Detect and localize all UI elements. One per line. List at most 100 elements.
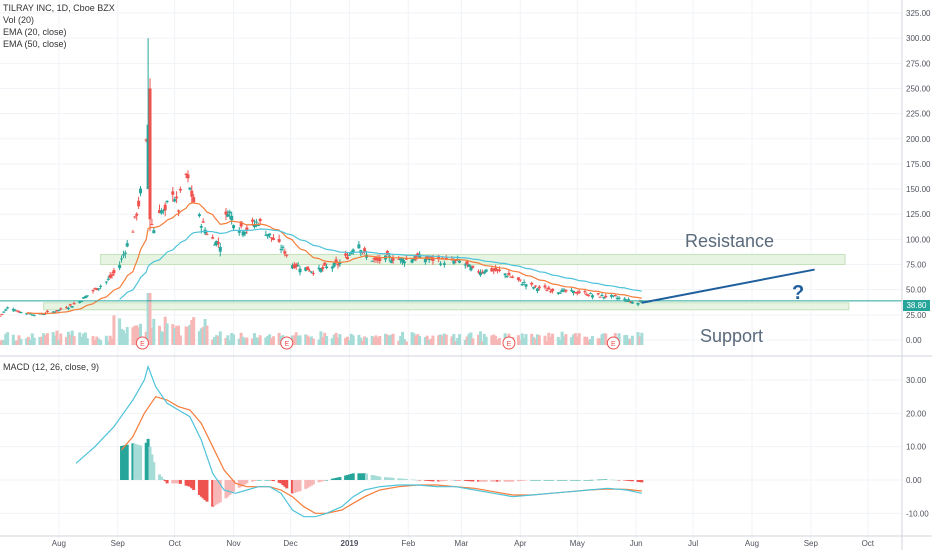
- candle-body[interactable]: [585, 294, 589, 296]
- candle-body[interactable]: [230, 215, 234, 221]
- candle-body[interactable]: [484, 269, 488, 272]
- candle-body[interactable]: [28, 313, 32, 315]
- candle-body[interactable]: [108, 274, 112, 278]
- candle-body[interactable]: [562, 289, 566, 291]
- candle-body[interactable]: [330, 266, 334, 269]
- candle-body[interactable]: [494, 267, 498, 272]
- candle-body[interactable]: [458, 260, 462, 263]
- candle-body[interactable]: [522, 282, 526, 284]
- candle-body[interactable]: [266, 234, 270, 237]
- candle-body[interactable]: [465, 261, 469, 265]
- candle-body[interactable]: [437, 255, 441, 260]
- candle-body[interactable]: [279, 248, 283, 250]
- candle-body[interactable]: [319, 268, 323, 272]
- candle-body[interactable]: [454, 259, 458, 261]
- candle-body[interactable]: [190, 190, 194, 197]
- candle-body[interactable]: [575, 292, 579, 294]
- candle-body[interactable]: [70, 306, 74, 308]
- candle-body[interactable]: [309, 271, 313, 273]
- candle-body[interactable]: [294, 263, 298, 268]
- candle-body[interactable]: [243, 231, 247, 234]
- candle-body[interactable]: [175, 196, 179, 199]
- candle-body[interactable]: [177, 210, 181, 212]
- candle-body[interactable]: [2, 311, 6, 313]
- candle-body[interactable]: [104, 281, 108, 283]
- candle-body[interactable]: [532, 287, 536, 289]
- candle-body[interactable]: [163, 204, 167, 211]
- candle-body[interactable]: [64, 307, 68, 309]
- candle-body[interactable]: [325, 266, 329, 269]
- candle-body[interactable]: [334, 259, 338, 264]
- candle-body[interactable]: [452, 261, 456, 264]
- candle-body[interactable]: [51, 311, 55, 313]
- candle-body[interactable]: [232, 225, 236, 229]
- candle-body[interactable]: [281, 246, 285, 248]
- candle-body[interactable]: [389, 260, 393, 263]
- candle-body[interactable]: [497, 269, 501, 272]
- candles[interactable]: [0, 38, 644, 317]
- candle-body[interactable]: [171, 191, 175, 195]
- candle-body[interactable]: [627, 299, 631, 301]
- candle-body[interactable]: [630, 302, 634, 304]
- candle-body[interactable]: [152, 230, 156, 234]
- candle-body[interactable]: [378, 258, 382, 262]
- candle-body[interactable]: [285, 254, 289, 256]
- candle-body[interactable]: [530, 282, 534, 285]
- candle-body[interactable]: [556, 292, 560, 294]
- candle-body[interactable]: [351, 249, 355, 253]
- candle-body[interactable]: [205, 233, 209, 235]
- candle-body[interactable]: [509, 276, 513, 278]
- candle-body[interactable]: [604, 295, 608, 298]
- candle-body[interactable]: [596, 293, 600, 295]
- candle-body[interactable]: [224, 211, 228, 215]
- candle-body[interactable]: [363, 248, 367, 253]
- candle-body[interactable]: [431, 257, 435, 261]
- candle-body[interactable]: [237, 229, 241, 233]
- candle-body[interactable]: [144, 139, 148, 141]
- candle-body[interactable]: [317, 267, 321, 270]
- candle-body[interactable]: [535, 288, 539, 292]
- candle-body[interactable]: [503, 273, 507, 276]
- candle-body[interactable]: [511, 276, 515, 278]
- candle-body[interactable]: [72, 303, 76, 305]
- candle-body[interactable]: [323, 262, 327, 266]
- candle-body[interactable]: [25, 313, 29, 315]
- candle-body[interactable]: [252, 224, 256, 228]
- candle-body[interactable]: [178, 188, 182, 191]
- candle-body[interactable]: [19, 311, 23, 313]
- candle-body[interactable]: [245, 227, 249, 231]
- candle-body[interactable]: [85, 295, 89, 297]
- candle-body[interactable]: [123, 252, 127, 254]
- candle-body[interactable]: [543, 285, 547, 288]
- candle-body[interactable]: [336, 263, 340, 266]
- candle-body[interactable]: [370, 260, 374, 262]
- candle-body[interactable]: [283, 251, 287, 254]
- candle-body[interactable]: [357, 244, 361, 249]
- candle-body[interactable]: [277, 239, 281, 242]
- candle-body[interactable]: [611, 295, 615, 297]
- candle-body[interactable]: [11, 309, 15, 311]
- candle-body[interactable]: [78, 300, 82, 303]
- candle-body[interactable]: [402, 261, 406, 264]
- candle-body[interactable]: [418, 254, 422, 259]
- candle-body[interactable]: [258, 218, 262, 222]
- candle-body[interactable]: [374, 257, 378, 261]
- candle-body[interactable]: [17, 311, 21, 313]
- candle-body[interactable]: [347, 254, 351, 256]
- candle-body[interactable]: [549, 291, 553, 293]
- candle-body[interactable]: [239, 221, 243, 227]
- candle-body[interactable]: [137, 200, 141, 207]
- candle-body[interactable]: [537, 286, 541, 289]
- candle-body[interactable]: [216, 242, 220, 244]
- candle-body[interactable]: [131, 231, 135, 233]
- candle-body[interactable]: [492, 269, 496, 271]
- candle-body[interactable]: [564, 289, 568, 292]
- candle-body[interactable]: [571, 290, 575, 294]
- earnings-marker[interactable]: [135, 336, 149, 350]
- candle-body[interactable]: [628, 301, 632, 303]
- candle-body[interactable]: [391, 257, 395, 261]
- candle-body[interactable]: [602, 296, 606, 299]
- candle-body[interactable]: [290, 265, 294, 269]
- candle-body[interactable]: [397, 258, 401, 260]
- candle-body[interactable]: [442, 263, 446, 265]
